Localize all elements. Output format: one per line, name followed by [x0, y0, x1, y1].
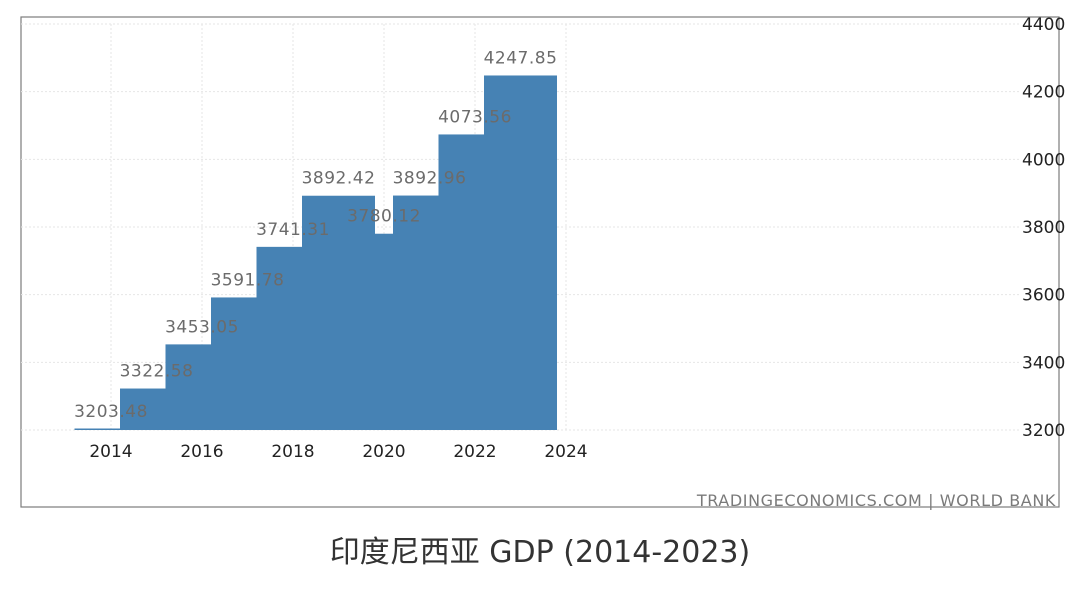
y-tick-label: 3200 — [1022, 421, 1065, 441]
y-tick-label: 3800 — [1022, 218, 1065, 238]
y-tick-label: 3400 — [1022, 353, 1065, 373]
bars — [74, 75, 557, 430]
chart-caption: 印度尼西亚 GDP (2014-2023) — [329, 535, 751, 570]
data-label-2017: 3591.78 — [211, 270, 285, 290]
data-label-2019: 3892.42 — [302, 169, 376, 189]
y-axis: 3200 3400 3600 3800 4000 4200 4400 — [1022, 15, 1065, 441]
data-label-2014: 3203.48 — [74, 402, 148, 422]
bar-2023 — [484, 75, 557, 430]
grid-lines — [21, 23, 1020, 431]
x-tick-label: 2022 — [453, 442, 496, 462]
chart: 3203.48 3322.58 3453.05 3591.78 3741.31 3892.… — [20, 15, 1065, 510]
x-axis: 2014 2016 2018 2020 2022 2024 — [89, 442, 587, 462]
data-label-2022: 4073.56 — [438, 107, 512, 127]
y-tick-label: 3600 — [1022, 286, 1065, 306]
x-tick-label: 2016 — [180, 442, 223, 462]
source-credit: TRADINGECONOMICS.COM | WORLD BANK — [696, 491, 1056, 510]
bar-2014 — [74, 428, 148, 430]
gdp-bar-chart: 3203.48 3322.58 3453.05 3591.78 3741.31 3892.… — [20, 15, 1065, 510]
data-label-2015: 3322.58 — [120, 362, 194, 382]
data-label-2018: 3741.31 — [256, 220, 330, 240]
x-tick-label: 2020 — [362, 442, 405, 462]
x-tick-label: 2014 — [89, 442, 132, 462]
x-tick-label: 2018 — [271, 442, 314, 462]
data-label-2016: 3453.05 — [165, 317, 239, 337]
y-tick-label: 4200 — [1022, 83, 1065, 103]
data-labels: 3203.48 3322.58 3453.05 3591.78 3741.31 3892.… — [74, 48, 557, 421]
y-tick-label: 4400 — [1022, 15, 1065, 35]
x-tick-label: 2024 — [544, 442, 587, 462]
data-label-2023: 4247.85 — [484, 48, 558, 68]
data-label-2020: 3780.12 — [347, 207, 421, 227]
data-label-2021: 3892.96 — [393, 169, 467, 189]
y-tick-label: 4000 — [1022, 150, 1065, 170]
